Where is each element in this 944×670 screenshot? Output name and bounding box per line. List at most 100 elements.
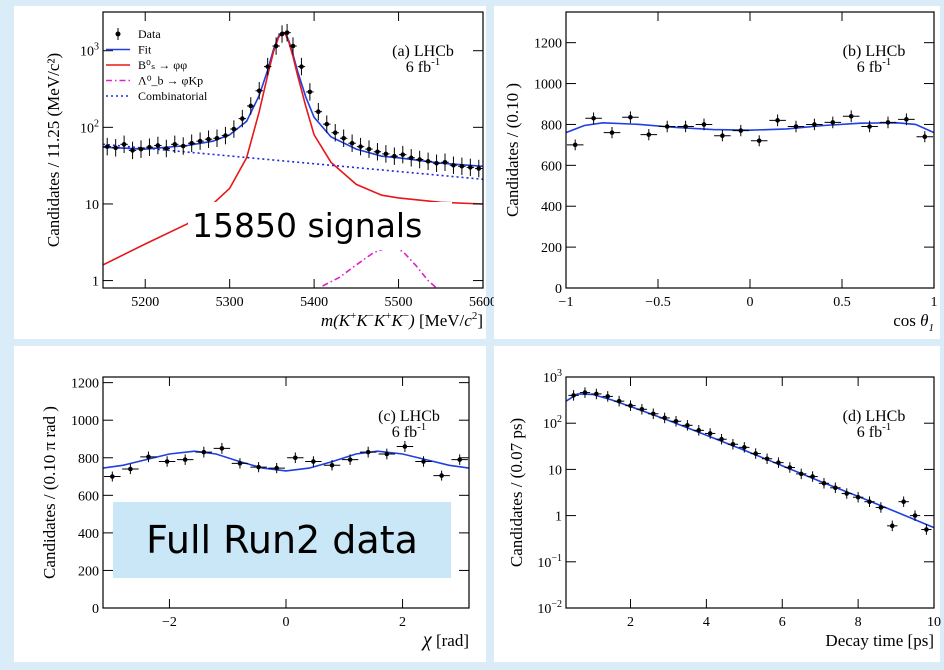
data-point <box>924 527 929 532</box>
data-point <box>347 457 353 462</box>
data-point <box>867 124 872 129</box>
data-point <box>664 124 670 129</box>
data-point <box>742 445 747 450</box>
data-point <box>855 494 861 500</box>
y-tick-label: 10−2 <box>537 599 562 617</box>
data-point <box>476 166 482 171</box>
data-point <box>673 418 679 424</box>
data-point <box>219 446 225 451</box>
y-tick-label: 1 <box>555 510 562 525</box>
data-point <box>571 393 576 398</box>
y-tick-label: 0 <box>92 602 99 617</box>
data-point <box>189 140 194 146</box>
x-axis-label: cos θ1 <box>893 311 934 334</box>
panel-background <box>494 6 940 339</box>
data-point <box>650 411 656 417</box>
data-point <box>110 474 115 479</box>
data-point <box>365 449 371 455</box>
x-tick-label: 0.5 <box>833 295 851 310</box>
y-tick-label: 10 <box>548 463 562 478</box>
y-tick-label: 10−1 <box>537 553 562 571</box>
data-point <box>400 152 406 157</box>
x-tick-label: 10 <box>927 615 941 630</box>
data-point <box>787 465 793 470</box>
y-tick-label: 800 <box>78 452 99 467</box>
combinatorial-line <box>103 143 483 181</box>
data-point <box>256 88 262 94</box>
legend-marker-data <box>115 31 121 37</box>
y-tick-label: 1000 <box>534 78 562 93</box>
data-point <box>104 144 110 149</box>
panel-b: −1 −0.5 0 0.5 1 0 200 400 600 800 1000 1200 Candidat… <box>494 6 940 339</box>
data-point <box>182 457 188 462</box>
data-point <box>646 132 652 137</box>
fit-line <box>103 450 469 472</box>
data-point <box>329 462 335 468</box>
data-point <box>146 454 151 460</box>
x-tick-label: 2 <box>627 615 634 630</box>
data-point <box>776 460 781 465</box>
y-tick-label: 103 <box>543 368 562 386</box>
data-point <box>384 451 390 457</box>
data-point <box>591 116 596 121</box>
plot-frame <box>102 11 484 289</box>
data-point <box>375 149 380 155</box>
y-tick-label: 600 <box>78 489 99 504</box>
data-point <box>223 133 228 138</box>
panel-a: 5200 5300 5400 5500 5600 1 10 102 103 Candidates … <box>14 6 497 339</box>
luminosity-label: 6 fb-1 <box>392 421 427 441</box>
run2-data-label: Full Run2 data <box>113 502 451 578</box>
x-tick-label: 4 <box>703 615 710 630</box>
y-tick-label: 800 <box>541 118 562 133</box>
data-point <box>756 138 762 144</box>
data-point <box>274 465 279 471</box>
x-tick-label: 8 <box>855 615 862 630</box>
data-point <box>237 461 243 466</box>
data-point <box>425 159 431 164</box>
x-tick-label: 0 <box>283 615 290 630</box>
data-point <box>147 144 152 150</box>
plot-frame <box>565 376 935 609</box>
data-point <box>810 474 815 479</box>
data-point <box>172 142 178 147</box>
fit-line <box>566 121 934 134</box>
plot-area <box>103 23 483 288</box>
data-point <box>248 103 254 109</box>
lhcb-tag: (b) LHCb <box>843 43 906 60</box>
data-point <box>821 481 827 486</box>
data-point <box>214 135 220 141</box>
x-tick-label: −0.5 <box>645 295 670 310</box>
data-point <box>628 403 633 408</box>
data-point <box>685 423 690 428</box>
data-point <box>121 142 127 147</box>
data-point <box>848 113 854 119</box>
data-point <box>707 431 713 436</box>
x-tick-label: 0 <box>747 295 754 310</box>
data-point <box>155 143 161 148</box>
y-tick-label: 200 <box>78 564 99 579</box>
data-point <box>324 121 330 127</box>
y-axis-label: Candidates / (0.10 π rad ) <box>40 406 59 579</box>
plot-area <box>566 387 934 535</box>
data-point <box>753 451 758 456</box>
data-point <box>383 151 389 157</box>
data-point <box>256 464 261 470</box>
y-tick-label: 10 <box>85 198 99 213</box>
data-point <box>290 43 296 49</box>
data-point <box>701 122 707 127</box>
panel-d: 2 4 6 8 10 10−2 10−1 1 10 102 103 Candidates / (0.0… <box>494 346 941 662</box>
x-tick-label: 5400 <box>300 295 328 310</box>
data-point <box>439 473 444 478</box>
data-point <box>609 130 615 135</box>
x-tick-label: 1 <box>931 295 938 310</box>
data-point <box>885 120 891 125</box>
data-point <box>468 165 473 170</box>
data-point <box>775 118 780 123</box>
data-point <box>417 157 422 162</box>
y-axis-label: Candidates / (0.10 ) <box>503 83 522 217</box>
signals-count-label: 15850 signals <box>188 202 452 250</box>
y-tick-label: 102 <box>80 118 99 136</box>
data-point <box>358 144 363 149</box>
data-point <box>616 398 622 404</box>
data-point <box>402 444 408 449</box>
